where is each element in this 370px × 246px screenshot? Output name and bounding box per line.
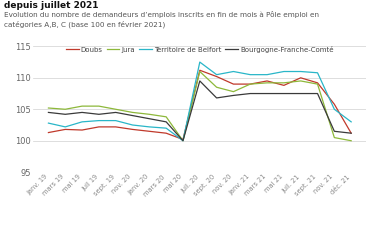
- Text: Evolution du nombre de demandeurs d’emplois inscrits en fin de mois à Pôle emplo: Evolution du nombre de demandeurs d’empl…: [4, 11, 319, 28]
- Legend: Doubs, Jura, Territoire de Belfort, Bourgogne-Franche-Comté: Doubs, Jura, Territoire de Belfort, Bour…: [63, 43, 336, 56]
- Text: depuis juillet 2021: depuis juillet 2021: [4, 1, 98, 10]
